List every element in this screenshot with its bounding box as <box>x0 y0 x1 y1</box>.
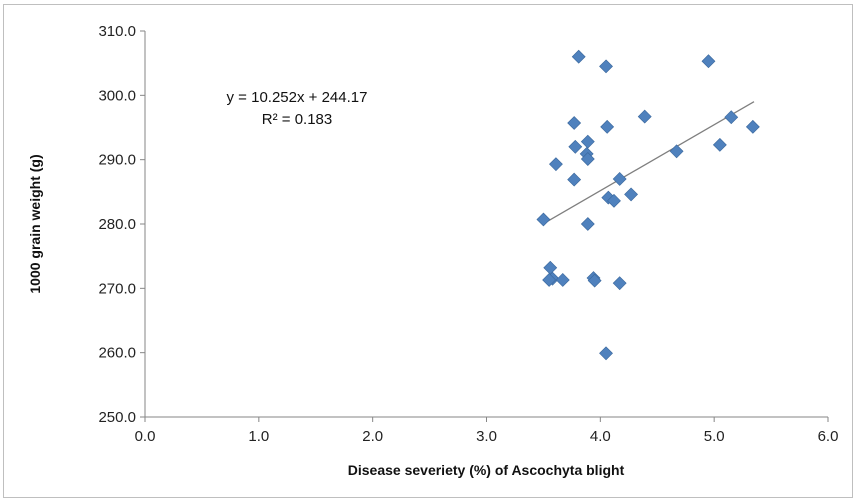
data-point <box>712 137 727 152</box>
data-point <box>701 54 716 69</box>
x-tick-label: 2.0 <box>362 428 383 445</box>
x-tick-label: 1.0 <box>248 428 269 445</box>
y-axis-title: 1000 grain weight (g) <box>27 154 43 293</box>
data-point <box>612 276 627 291</box>
data-point <box>567 172 582 187</box>
data-point <box>567 116 582 130</box>
y-tick-label: 290.0 <box>98 152 136 169</box>
data-point <box>724 110 739 125</box>
data-point <box>580 152 595 166</box>
y-tick-label: 260.0 <box>98 345 136 362</box>
data-point <box>599 346 613 361</box>
data-point <box>543 260 558 275</box>
x-tick-label: 3.0 <box>476 428 497 445</box>
axes <box>140 30 829 422</box>
data-point <box>568 139 583 154</box>
data-point <box>745 119 760 134</box>
data-point <box>536 212 551 227</box>
data-point <box>549 157 563 172</box>
data-point <box>612 172 627 186</box>
y-tick-label: 270.0 <box>98 280 136 297</box>
x-axis-title: Disease severiety (%) of Ascochyta bligh… <box>348 462 625 478</box>
y-tick-label: 280.0 <box>98 216 136 233</box>
x-tick-label: 0.0 <box>135 428 156 445</box>
data-point <box>599 59 613 74</box>
y-tick-label: 310.0 <box>98 23 136 40</box>
y-tick-label: 300.0 <box>98 87 136 104</box>
y-tick-label: 250.0 <box>98 409 136 426</box>
data-point <box>637 109 652 124</box>
data-point <box>555 273 570 287</box>
x-tick-label: 6.0 <box>818 428 839 445</box>
data-point <box>624 187 638 202</box>
data-point <box>571 49 586 64</box>
data-point <box>607 193 621 208</box>
trendline-equation: y = 10.252x + 244.17 <box>227 89 368 106</box>
trendline <box>543 101 755 225</box>
tick-labels: 250.0 260.0 270.0 280.0 290.0 300.0 310.0 0.0 1.… <box>98 23 838 445</box>
r-squared-label: R² = 0.183 <box>262 111 332 128</box>
data-point <box>587 273 602 288</box>
data-point <box>669 144 684 159</box>
trendline-group <box>543 101 755 225</box>
x-tick-label: 4.0 <box>590 428 611 445</box>
x-tick-label: 5.0 <box>704 428 725 445</box>
data-point <box>580 134 595 149</box>
data-points <box>536 49 760 361</box>
data-point <box>580 217 595 231</box>
data-point <box>600 119 615 134</box>
data-point <box>542 273 557 287</box>
